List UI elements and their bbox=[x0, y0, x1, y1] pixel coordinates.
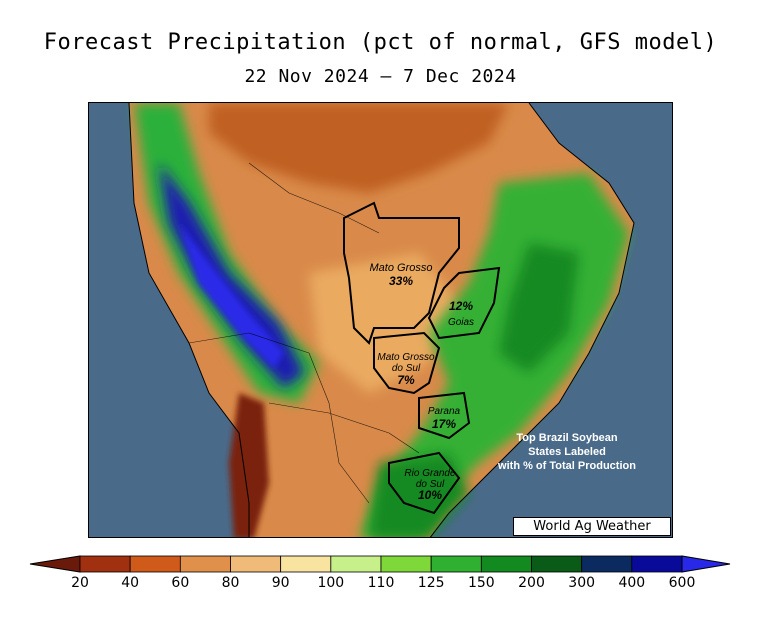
tan-patch bbox=[309, 253, 459, 393]
precipitation-map: Mato Grosso 33% 12% Goias Mato Grosso do… bbox=[88, 102, 673, 538]
state-parana bbox=[418, 391, 471, 440]
chart-subtitle: 22 Nov 2024 – 7 Dec 2024 bbox=[244, 66, 517, 87]
wet-east-core bbox=[499, 243, 579, 373]
andes-very-wet bbox=[159, 163, 304, 388]
legend-tick-label: 150 bbox=[467, 575, 495, 591]
state-mato-grosso bbox=[343, 201, 460, 345]
legend-swatch bbox=[330, 555, 382, 573]
legend-tick-label: 600 bbox=[668, 575, 696, 591]
legend-swatch bbox=[531, 555, 583, 573]
legend-tick-label: 110 bbox=[367, 575, 395, 591]
state-label-rs-2: do Sul bbox=[416, 479, 445, 490]
legend-tick-label: 60 bbox=[171, 575, 190, 591]
legend-arrow-high bbox=[681, 555, 731, 573]
state-label-mt: Mato Grosso bbox=[370, 262, 433, 274]
legend-swatch bbox=[581, 555, 633, 573]
legend-tick-label: 400 bbox=[618, 575, 646, 591]
legend-swatch bbox=[230, 555, 282, 573]
note-line-3: with % of Total Production bbox=[497, 460, 636, 472]
legend-swatch bbox=[631, 555, 683, 573]
legend-swatch bbox=[79, 555, 131, 573]
state-mato-grosso-do-sul bbox=[373, 331, 441, 395]
color-legend bbox=[29, 555, 731, 573]
state-pct-mt: 33% bbox=[389, 274, 413, 288]
state-label-ms-2: do Sul bbox=[392, 363, 421, 374]
chart-title: Forecast Precipitation (pct of normal, G… bbox=[43, 30, 718, 55]
dry-north bbox=[209, 103, 509, 193]
wet-south bbox=[369, 453, 469, 537]
legend-tick-label: 100 bbox=[317, 575, 345, 591]
andes-extreme bbox=[179, 223, 284, 368]
legend-tick-label: 80 bbox=[221, 575, 240, 591]
legend-swatch bbox=[480, 555, 532, 573]
state-rio-grande-do-sul bbox=[388, 451, 461, 515]
legend-swatch bbox=[380, 555, 432, 573]
coastline bbox=[128, 103, 635, 537]
note-line-2: States Labeled bbox=[528, 446, 606, 458]
state-pct-ms: 7% bbox=[397, 373, 415, 387]
legend-tick-label: 90 bbox=[271, 575, 290, 591]
legend-swatch bbox=[179, 555, 231, 573]
state-pct-rs: 10% bbox=[418, 488, 442, 502]
state-label-goias: Goias bbox=[448, 317, 474, 328]
legend-tick-label: 125 bbox=[417, 575, 445, 591]
state-label-ms: Mato Grosso bbox=[377, 352, 435, 363]
legend-swatch bbox=[129, 555, 181, 573]
legend-tick-label: 300 bbox=[568, 575, 596, 591]
state-label-parana: Parana bbox=[428, 406, 461, 417]
chile-dry bbox=[229, 393, 269, 537]
legend-arrow-low bbox=[29, 555, 81, 573]
state-label-rs: Rio Grande bbox=[404, 468, 456, 479]
legend-tick-label: 200 bbox=[518, 575, 545, 591]
legend-swatch bbox=[280, 555, 332, 573]
map-canvas: Mato Grosso 33% 12% Goias Mato Grosso do… bbox=[89, 103, 672, 537]
state-pct-parana: 17% bbox=[432, 417, 456, 431]
legend-tick-label: 20 bbox=[71, 575, 89, 591]
state-pct-goias: 12% bbox=[449, 299, 473, 313]
note-line-1: Top Brazil Soybean bbox=[516, 432, 618, 444]
credit-box: World Ag Weather bbox=[513, 517, 671, 536]
state-goias bbox=[427, 266, 501, 340]
borders bbox=[188, 162, 420, 504]
legend-tick-label: 40 bbox=[121, 575, 140, 591]
legend-swatch bbox=[430, 555, 482, 573]
